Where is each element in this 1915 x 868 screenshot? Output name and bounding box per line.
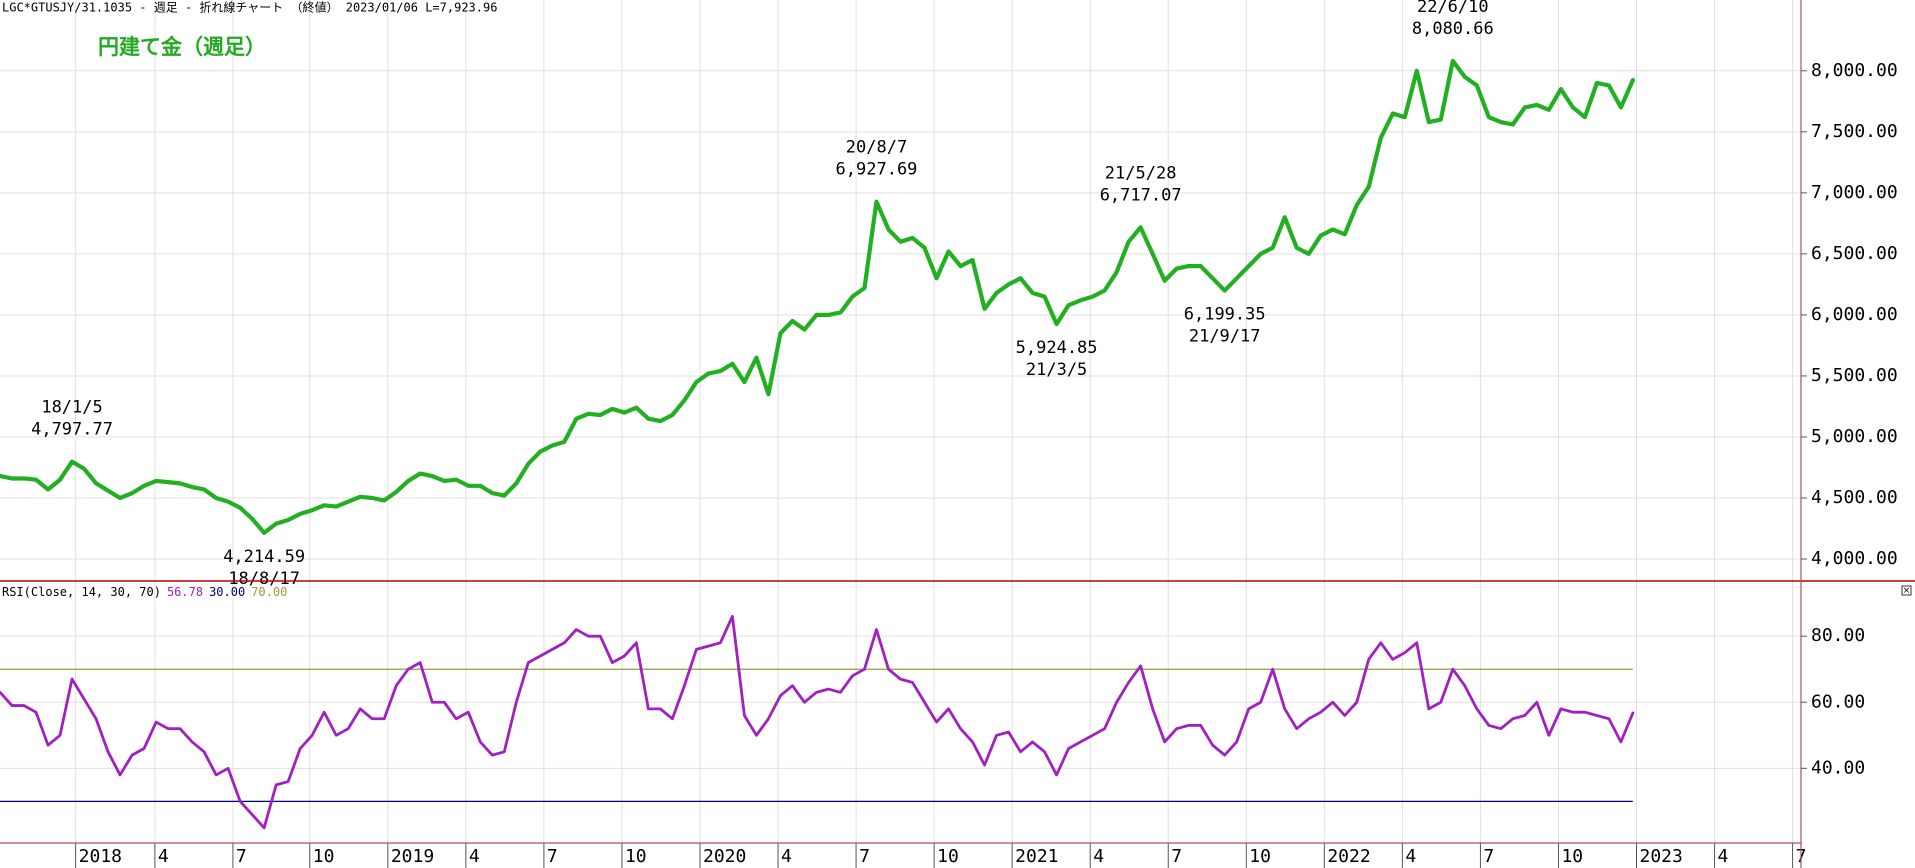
x-tick-label: 4 [781,846,792,867]
annotation-date: 18/8/17 [228,569,300,589]
close-icon[interactable]: × [1903,586,1911,596]
y-tick-label: 4,000.00 [1811,548,1898,569]
x-tick-label: 2018 [79,846,122,867]
y-tick-label: 60.00 [1811,691,1865,712]
y-tick-label: 6,500.00 [1811,243,1898,264]
x-tick-label: 10 [1249,846,1271,867]
annotation-date: 21/9/17 [1189,327,1261,347]
y-tick-label: 7,500.00 [1811,121,1898,142]
x-tick-label: 4 [469,846,480,867]
x-tick-label: 4 [1093,846,1104,867]
indicator-label-part: 70.00 [251,585,287,599]
x-tick-label: 10 [937,846,959,867]
x-tick-label: 7 [236,846,247,867]
annotation-value: 4,797.77 [31,420,113,440]
x-tick-label: 10 [625,846,647,867]
marks-layer [0,58,1636,830]
annotation-date: 21/5/28 [1105,163,1177,183]
x-tick-label: 2020 [703,846,746,867]
chart-title: 円建て金（週足） [98,35,266,59]
y-tick-label: 8,000.00 [1811,60,1898,81]
y-tick-label: 4,500.00 [1811,487,1898,508]
x-tick-label: 2023 [1640,846,1683,867]
indicator-label-part: RSI(Close, 14, 30, 70) [2,585,161,599]
y-tick-label: 7,000.00 [1811,182,1898,203]
y-tick-label: 6,000.00 [1811,304,1898,325]
x-tick-label: 7 [1171,846,1182,867]
x-tick-label: 4 [158,846,169,867]
close-box[interactable] [1901,585,1912,596]
x-tick-label: 7 [547,846,558,867]
annotation-value: 5,924.85 [1016,338,1098,358]
indicator-label: RSI(Close, 14, 30, 70) 56.78 30.00 70.00 [2,585,287,599]
x-tick-label: 4 [1718,846,1729,867]
y-tick-label: 5,500.00 [1811,365,1898,386]
y-tick-label: 5,000.00 [1811,426,1898,447]
series-line [0,58,1636,535]
annotation-date: 18/1/5 [41,398,102,418]
annotation-date: 20/8/7 [846,138,907,158]
annotation-value: 6,717.07 [1100,185,1182,205]
y-tick-label: 80.00 [1811,625,1865,646]
annotation-date: 22/6/10 [1417,0,1489,17]
x-tick-label: 2021 [1015,846,1058,867]
x-tick-label: 2022 [1327,846,1370,867]
header: LGC*GTUSJY/31.1035 - 週足 - 折れ線チャート （終値） 2… [2,0,497,15]
x-tick-label: 4 [1405,846,1416,867]
annotation-value: 4,214.59 [223,547,305,567]
x-tick-label: 7 [859,846,870,867]
series-line [0,614,1635,830]
annotation-value: 6,927.69 [836,160,918,180]
annotation-value: 8,080.66 [1412,19,1494,39]
x-tick-label: 10 [313,846,335,867]
y-tick-label: 40.00 [1811,757,1865,778]
indicator-label-part: 56.78 [167,585,203,599]
indicator-label-part: 30.00 [209,585,245,599]
x-tick-label: 10 [1561,846,1583,867]
x-tick-label: 7 [1483,846,1494,867]
annotation-date: 21/3/5 [1026,360,1087,380]
x-tick-label: 2019 [391,846,434,867]
annotation-value: 6,199.35 [1184,305,1266,325]
